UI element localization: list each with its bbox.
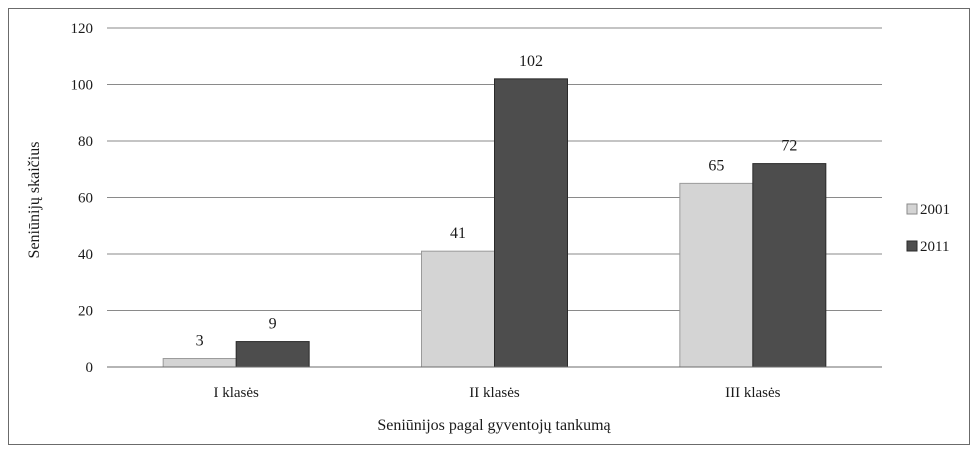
y-tick-label: 120	[71, 21, 94, 37]
data-label: 3	[196, 333, 204, 350]
x-axis-categories: I klasės II klasės III klasės	[213, 385, 780, 401]
bar-2011-3	[752, 163, 827, 368]
bars	[162, 78, 827, 368]
data-label: 102	[519, 53, 543, 70]
bar-2001-3	[679, 182, 754, 368]
bar-2001-1	[162, 358, 237, 368]
y-axis-ticks: 0 20 40 60 80 100 120	[71, 21, 94, 376]
y-tick-label: 60	[78, 191, 93, 207]
bar-2011-1	[235, 341, 310, 368]
y-tick-label: 40	[78, 247, 93, 263]
x-axis-title: Seniūnijos pagal gyventojų tankumą	[377, 417, 611, 434]
y-tick-label: 0	[86, 360, 94, 376]
legend-label-2001: 2001	[920, 202, 950, 218]
x-category-label: II klasės	[469, 385, 520, 401]
bar-2001-2	[421, 250, 495, 368]
legend: 2001 2011	[906, 202, 950, 255]
x-category-label: I klasės	[213, 385, 259, 401]
legend-label-2011: 2011	[920, 239, 949, 255]
legend-swatch-2001	[906, 203, 918, 215]
x-category-label: III klasės	[725, 385, 781, 401]
data-label: 65	[708, 157, 724, 174]
y-tick-label: 100	[71, 78, 94, 94]
data-label: 72	[781, 138, 797, 155]
legend-swatch-2011	[906, 240, 918, 252]
y-tick-label: 80	[78, 134, 93, 150]
y-tick-label: 20	[78, 304, 93, 320]
data-labels: 3 9 41 102 65 72	[196, 53, 798, 350]
data-label: 9	[269, 316, 277, 333]
y-axis-title: Seniūnijų skaičius	[26, 142, 43, 259]
bar-2011-2	[494, 78, 568, 368]
data-label: 41	[450, 225, 466, 242]
